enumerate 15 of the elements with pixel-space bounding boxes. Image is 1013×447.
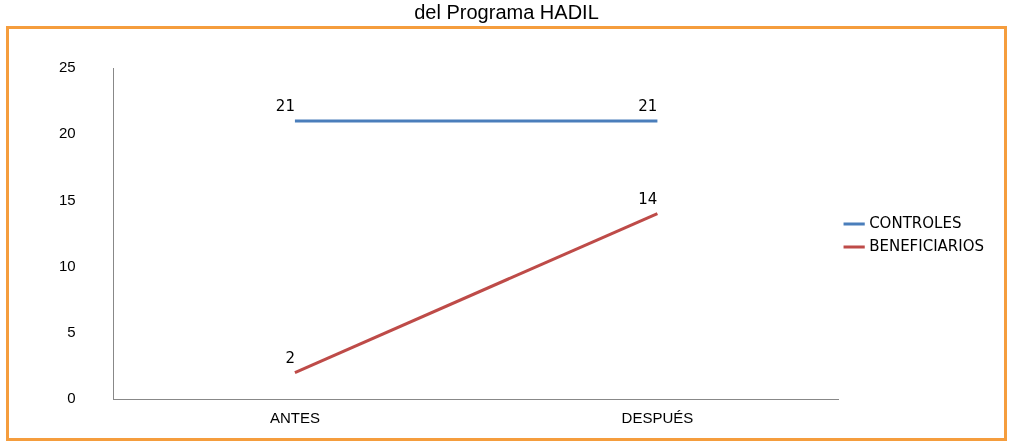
x-tick-label: DESPUÉS (621, 409, 694, 427)
y-tick-label: 15 (59, 190, 76, 208)
data-label: 14 (638, 190, 658, 209)
y-tick-label: 25 (59, 58, 76, 76)
y-tick-label: 0 (67, 389, 76, 407)
data-label: 21 (638, 97, 658, 116)
data-label: 2 (285, 348, 295, 367)
x-tick-label: ANTES (269, 409, 320, 427)
data-label: 21 (275, 97, 295, 116)
legend-label: BENEFICIARIOS (869, 236, 985, 255)
y-tick-label: 20 (59, 124, 76, 142)
legend-label: CONTROLES (869, 213, 962, 232)
y-tick-label: 5 (67, 322, 76, 340)
y-tick-label: 10 (59, 256, 76, 274)
chart-title: del Programa HADIL (413, 0, 600, 24)
